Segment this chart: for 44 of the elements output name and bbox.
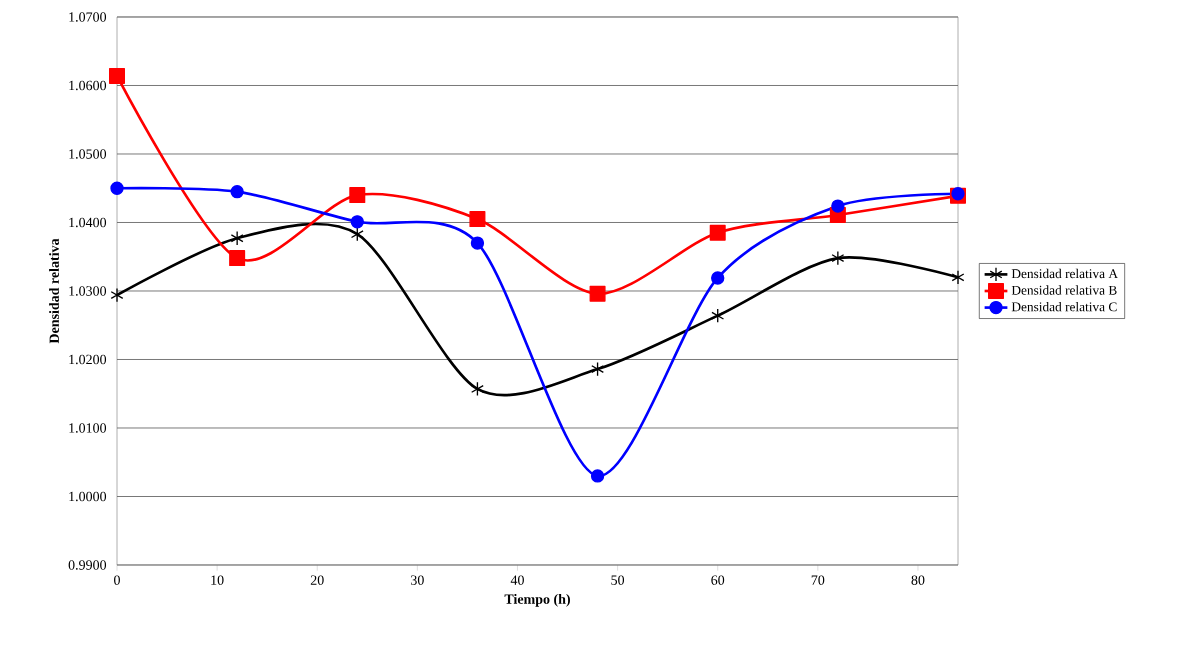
y-tick-label: 1.0200 bbox=[69, 354, 107, 365]
point bbox=[590, 469, 605, 483]
legend-label: Densidad relativa C bbox=[1011, 301, 1117, 312]
x-axis-title: Tiempo (h) bbox=[504, 594, 570, 607]
y-tick-label: 1.0700 bbox=[69, 12, 107, 22]
point bbox=[230, 230, 244, 246]
x-tick-label: 50 bbox=[611, 575, 625, 585]
point bbox=[350, 215, 364, 229]
point bbox=[349, 187, 366, 204]
point bbox=[589, 285, 606, 302]
point bbox=[591, 361, 605, 377]
y-tick-label: 1.0400 bbox=[69, 217, 107, 228]
x-tick-label: 80 bbox=[911, 575, 925, 585]
y-tick-label: 1.0600 bbox=[69, 80, 107, 91]
point bbox=[831, 250, 845, 266]
x-tick-label: 70 bbox=[811, 575, 825, 585]
point bbox=[951, 269, 965, 285]
x-tick-label: 60 bbox=[711, 575, 725, 585]
y-tick-label: 0.9900 bbox=[68, 560, 107, 570]
x-tick-label: 20 bbox=[310, 575, 324, 585]
point bbox=[469, 211, 486, 228]
y-tick-label: 1.0000 bbox=[69, 491, 107, 502]
point bbox=[110, 287, 124, 303]
point bbox=[109, 67, 126, 84]
x-tick-label: 40 bbox=[510, 575, 524, 585]
point bbox=[470, 381, 484, 397]
point bbox=[711, 271, 725, 285]
point bbox=[831, 199, 845, 213]
x-tick-label: 10 bbox=[211, 575, 224, 585]
point bbox=[709, 224, 726, 241]
y-tick-label: 1.0300 bbox=[69, 286, 107, 296]
point bbox=[110, 181, 124, 195]
point bbox=[350, 226, 364, 242]
legend-label: Densidad relativa B bbox=[1011, 285, 1117, 295]
legend-label: Densidad relativa A bbox=[1011, 268, 1118, 279]
x-tick-label: 0 bbox=[114, 575, 120, 585]
y-tick-label: 1.0100 bbox=[69, 423, 107, 433]
point bbox=[230, 185, 244, 199]
x-tick-label: 30 bbox=[411, 575, 424, 585]
y-axis-title: Densidad relativa bbox=[49, 238, 59, 344]
y-tick-label: 1.0500 bbox=[69, 149, 107, 159]
point bbox=[470, 236, 485, 250]
point bbox=[711, 308, 725, 323]
point bbox=[229, 250, 246, 267]
